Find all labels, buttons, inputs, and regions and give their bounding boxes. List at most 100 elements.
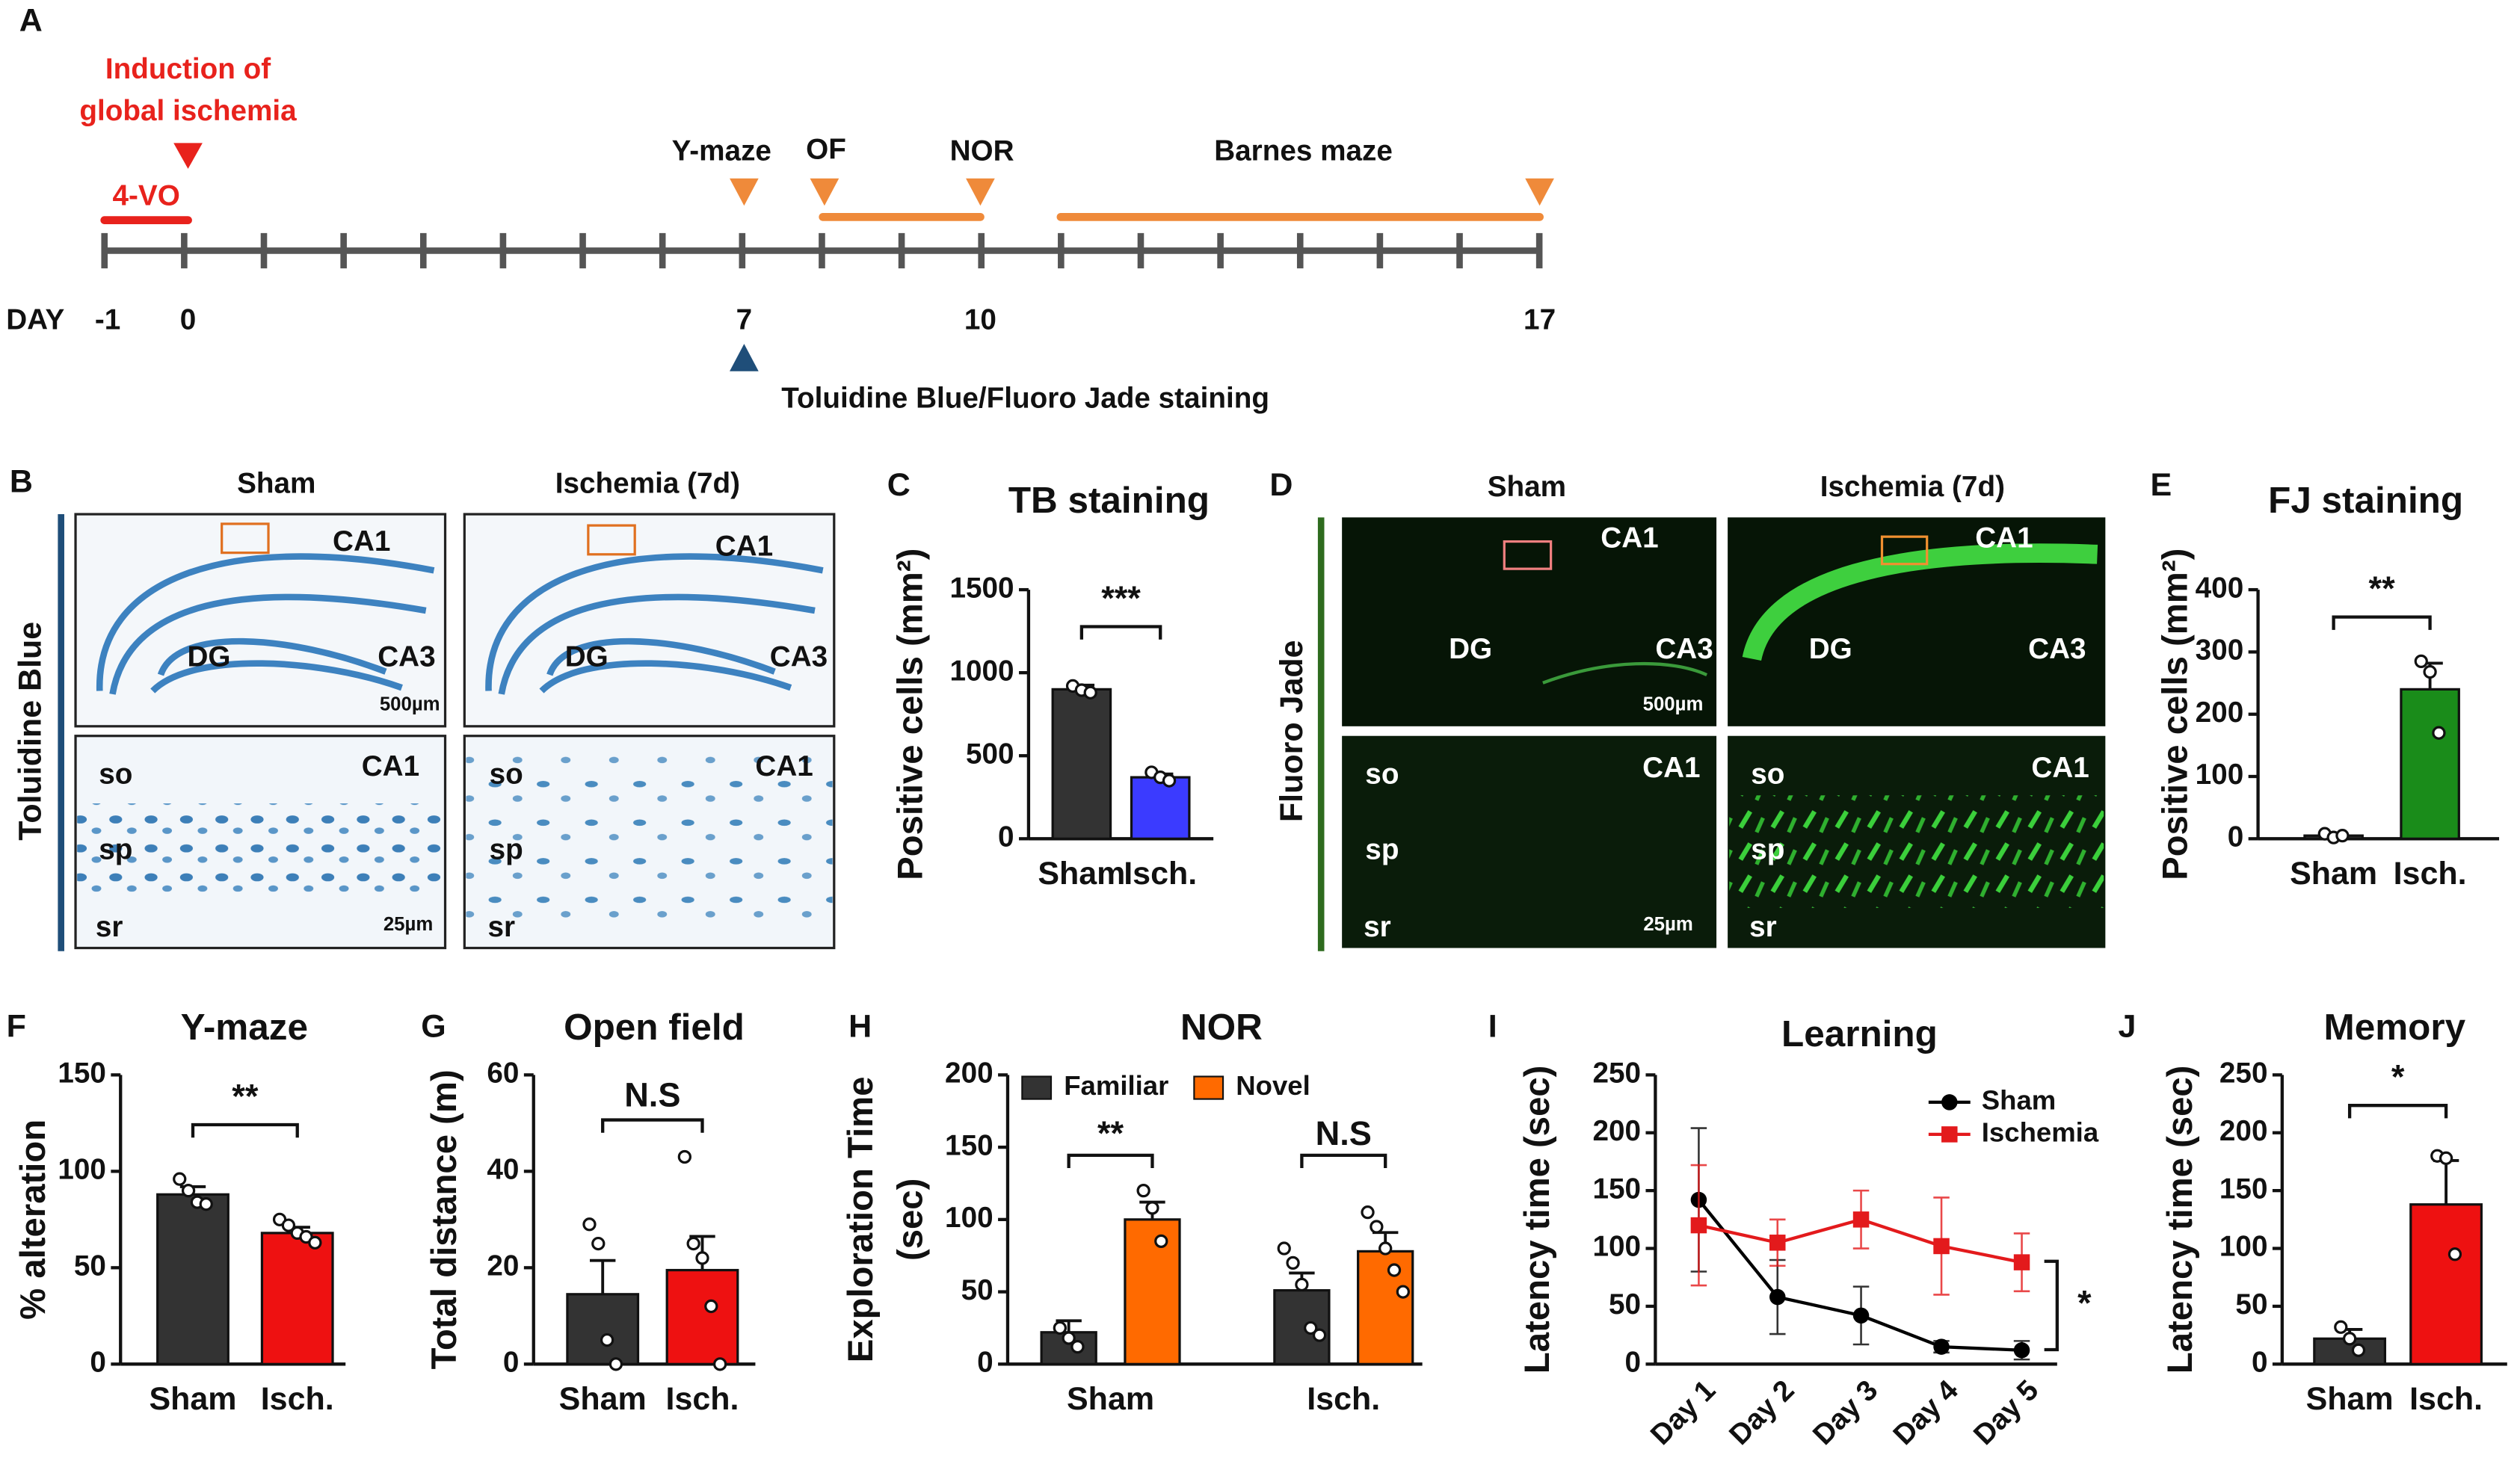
y-tick-label: 1500	[949, 572, 1014, 604]
y-tick-label: 50	[1609, 1288, 1641, 1321]
data-point	[2342, 1332, 2357, 1346]
layer-label: sp	[1365, 834, 1399, 866]
data-point	[1378, 1241, 1393, 1256]
bar	[260, 1232, 334, 1365]
legend-marker	[1941, 1094, 1958, 1111]
y-tick-label: 200	[1592, 1115, 1641, 1147]
data-point	[582, 1217, 597, 1232]
significance-bracket	[2332, 615, 2432, 630]
data-point	[1277, 1241, 1291, 1256]
y-tick-label: 100	[945, 1202, 993, 1234]
y-axis-label: (sec)	[891, 1179, 931, 1261]
region-label: DG	[187, 641, 230, 673]
panel-letter: J	[2119, 1008, 2137, 1044]
cell-layer	[1729, 795, 2104, 908]
layer-label: so	[1365, 759, 1399, 791]
region-label: CA3	[1655, 633, 1713, 665]
region-label: CA1	[755, 750, 813, 782]
data-point	[1769, 1235, 1786, 1251]
data-point	[1852, 1307, 1870, 1324]
data-point	[713, 1357, 727, 1371]
bar	[2400, 688, 2460, 840]
region-label: CA1	[2031, 752, 2089, 784]
y-tick-label: 100	[1592, 1231, 1641, 1263]
legend-label: Sham	[1982, 1085, 2056, 1116]
region-label: DG	[1449, 633, 1492, 665]
y-tick-label: 150	[945, 1129, 993, 1161]
y-axis-label: Latency time (sec)	[1518, 1066, 1557, 1374]
x-tick-label: Day 5	[1968, 1374, 2045, 1451]
significance-label: **	[232, 1078, 259, 1116]
y-tick-label: 60	[487, 1057, 519, 1090]
data-point	[199, 1197, 213, 1211]
x-tick-label: Sham	[2290, 856, 2377, 892]
data-point	[1062, 1331, 1076, 1345]
day-label: DAY	[6, 303, 64, 336]
layer-label: sr	[1364, 911, 1391, 943]
x-tick-label: Day 3	[1807, 1374, 1884, 1451]
x-tick-label: Isch.	[2409, 1381, 2483, 1417]
x-tick-label: Sham	[2306, 1381, 2394, 1417]
hippocampus	[1542, 661, 1708, 685]
region-label: CA1	[1975, 522, 2033, 555]
bar	[1124, 1218, 1181, 1365]
data-point	[1690, 1217, 1707, 1234]
panel-letter: H	[848, 1008, 872, 1044]
data-point	[1769, 1288, 1786, 1306]
tb-micrographs: Sham Ischemia (7d) Toluidine Blue CA1 DG…	[12, 468, 836, 951]
layer-label: sp	[99, 834, 132, 866]
test-label: NOR	[950, 135, 1014, 167]
y-tick-label: 300	[2196, 634, 2244, 667]
significance-label: N.S	[624, 1075, 680, 1114]
micrograph	[1342, 735, 1717, 948]
day-number: 7	[736, 303, 753, 336]
data-point	[1162, 773, 1177, 788]
hippocampus	[1742, 543, 2098, 661]
data-point	[1370, 1220, 1384, 1234]
roi-box	[587, 524, 636, 556]
y-tick-label: 150	[1592, 1173, 1641, 1205]
data-point	[1295, 1277, 1309, 1292]
bar	[566, 1293, 640, 1365]
chart-title: FJ staining	[2268, 480, 2463, 521]
x-tick-label: Isch.	[666, 1381, 739, 1417]
scale-bar-label: 500µm	[380, 694, 440, 715]
timeline: Induction of global ischemia 4-VO Y-maze…	[6, 53, 1556, 415]
column-label: Ischemia (7d)	[1820, 471, 2005, 503]
micrograph	[1342, 517, 1717, 726]
y-axis-label: Exploration Time	[841, 1076, 881, 1362]
y-tick-label: 0	[998, 821, 1014, 853]
y-tick-label: 50	[961, 1274, 993, 1306]
data-point	[600, 1332, 614, 1347]
data-point	[609, 1357, 623, 1371]
data-point	[1361, 1205, 1375, 1220]
region-label: CA1	[333, 525, 390, 558]
data-point	[677, 1149, 691, 1164]
significance-label: **	[2369, 569, 2396, 608]
y-tick-label: 200	[2196, 697, 2244, 729]
data-point	[2439, 1151, 2453, 1165]
panel-letter: A	[19, 3, 43, 39]
day-number: 10	[964, 303, 996, 336]
y-tick-label: 0	[2252, 1347, 2268, 1379]
region-label: DG	[1809, 633, 1852, 665]
fj-micrographs: Sham Ischemia (7d) Fluoro Jade CA1 DG CA…	[1274, 471, 2106, 951]
region-label: CA1	[1642, 752, 1700, 784]
test-label: Y-maze	[672, 135, 771, 167]
y-tick-label: 0	[1624, 1347, 1641, 1379]
error-bar	[2433, 1158, 2459, 1205]
test-label: OF	[806, 133, 846, 165]
scale-bar-label: 25µm	[383, 914, 433, 935]
day-number: 0	[180, 303, 197, 336]
legend-marker	[1941, 1126, 1958, 1143]
y-tick-label: 200	[2219, 1115, 2268, 1147]
layer-label: so	[99, 759, 132, 791]
x-tick-label: Sham	[1067, 1381, 1154, 1417]
data-point	[686, 1236, 700, 1251]
error-bar	[590, 1258, 616, 1294]
test-markers	[730, 178, 1554, 206]
bar	[1357, 1250, 1414, 1365]
bar	[156, 1193, 229, 1365]
chart-title: Memory	[2324, 1007, 2466, 1048]
region-label: CA1	[1601, 522, 1658, 555]
